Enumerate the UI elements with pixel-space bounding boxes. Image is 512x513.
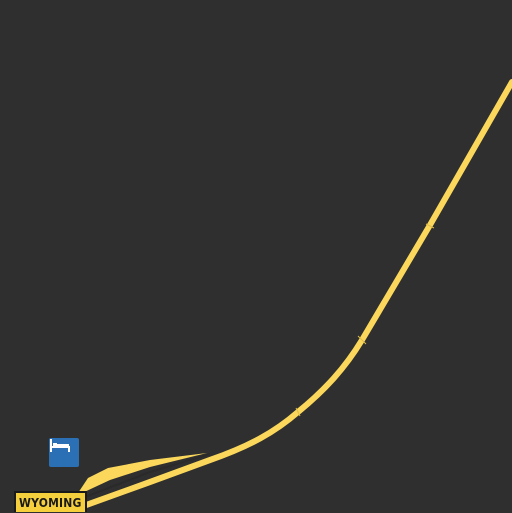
lodging-marker[interactable] bbox=[49, 438, 79, 467]
highway-road[interactable] bbox=[75, 79, 512, 511]
bed-icon bbox=[50, 439, 70, 452]
road-segment-markers bbox=[295, 223, 435, 417]
highway-ramp[interactable] bbox=[76, 453, 207, 496]
ramp-divider bbox=[79, 453, 211, 500]
state-label: WYOMING bbox=[14, 491, 87, 512]
